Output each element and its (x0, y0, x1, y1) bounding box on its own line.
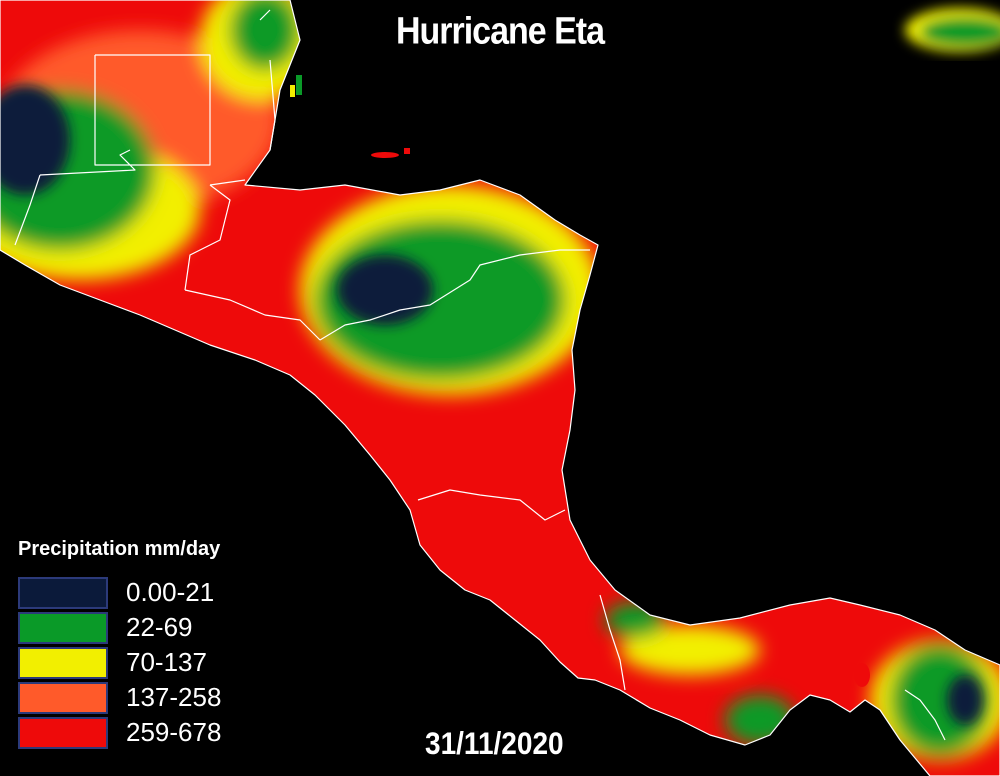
border-mexico-guatemala-2 (39, 149, 136, 176)
island-small-1 (371, 152, 399, 158)
legend-label: 0.00-21 (126, 577, 215, 607)
border-el-salvador (184, 289, 321, 341)
legend-swatch (18, 611, 108, 644)
legend-label: 259-678 (126, 717, 222, 747)
border-panama-colombia (904, 689, 946, 741)
border-nicaragua-costa-rica (417, 489, 566, 521)
legend-swatch (18, 576, 108, 609)
legend-swatch (18, 681, 108, 714)
island-small-4 (404, 148, 410, 154)
border-mexico-guatemala-4 (14, 174, 41, 246)
field-low-2 (337, 255, 433, 325)
legend-label: 137-258 (126, 682, 222, 712)
field-green-3 (230, 0, 300, 70)
border-guatemala-honduras (184, 184, 231, 291)
border-mexico-guatemala-3 (209, 179, 246, 186)
legend: Precipitation mm/day 0.00-21 22-69 70-13… (18, 538, 221, 750)
border-honduras-nicaragua (319, 249, 590, 341)
map-title: Hurricane Eta (395, 9, 605, 53)
legend-swatch (18, 716, 108, 749)
legend-item: 0.00-21 (18, 575, 221, 610)
legend-label: 22-69 (126, 612, 193, 642)
field-band-5 (620, 625, 760, 675)
field-green-5 (890, 645, 990, 755)
island-jamaica (905, 8, 1000, 52)
border-costa-rica-panama (599, 594, 626, 691)
island-small-2 (296, 75, 302, 95)
island-jamaica-inner (920, 17, 1000, 47)
legend-item: 22-69 (18, 610, 221, 645)
legend-item: 70-137 (18, 645, 221, 680)
legend-swatch (18, 646, 108, 679)
island-small-3 (290, 85, 295, 97)
date-label: 31/11/2020 (425, 726, 564, 761)
field-low-1 (0, 85, 70, 195)
border-mexico-guatemala-1 (94, 54, 211, 166)
legend-item: 137-258 (18, 680, 221, 715)
island-pearl (854, 663, 870, 687)
legend-label: 70-137 (126, 647, 207, 677)
legend-title: Precipitation mm/day (18, 538, 221, 560)
legend-item: 259-678 (18, 715, 221, 750)
border-belize-2 (259, 9, 271, 21)
field-low-3 (947, 675, 983, 725)
